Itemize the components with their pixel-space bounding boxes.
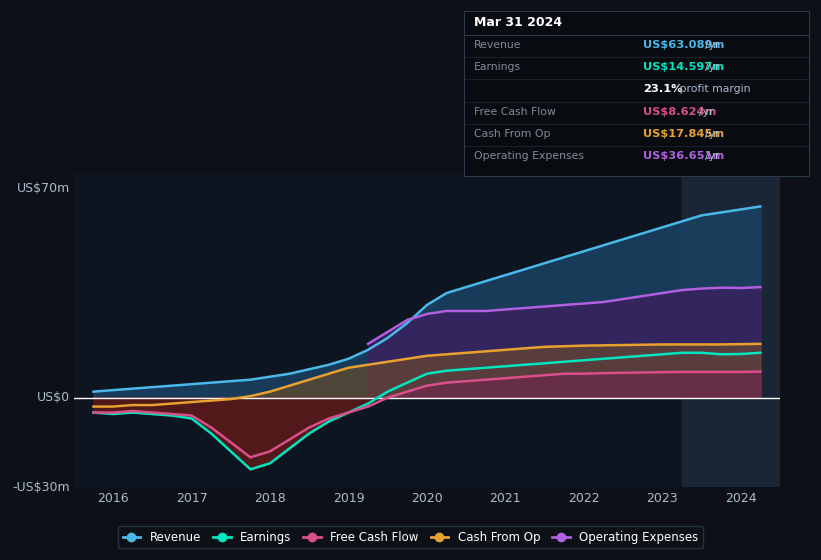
Text: US$70m: US$70m (17, 182, 71, 195)
Text: 23.1%: 23.1% (643, 85, 683, 94)
Text: US$8.624m: US$8.624m (643, 106, 717, 116)
Bar (682, 174, 780, 487)
Text: Operating Expenses: Operating Expenses (475, 151, 585, 161)
Text: US$36.651m: US$36.651m (643, 151, 724, 161)
Text: Cash From Op: Cash From Op (475, 129, 551, 139)
Text: Revenue: Revenue (475, 40, 521, 50)
Text: /yr: /yr (705, 40, 720, 50)
Text: /yr: /yr (705, 129, 720, 139)
Text: Mar 31 2024: Mar 31 2024 (475, 16, 562, 29)
Text: US$63.089m: US$63.089m (643, 40, 725, 50)
Legend: Revenue, Earnings, Free Cash Flow, Cash From Op, Operating Expenses: Revenue, Earnings, Free Cash Flow, Cash … (118, 526, 703, 548)
Text: /yr: /yr (705, 62, 720, 72)
Text: /yr: /yr (705, 151, 720, 161)
Text: /yr: /yr (699, 106, 714, 116)
Text: profit margin: profit margin (676, 85, 750, 94)
Text: US$14.597m: US$14.597m (643, 62, 724, 72)
Text: -US$30m: -US$30m (13, 480, 71, 494)
Text: US$0: US$0 (37, 391, 71, 404)
Text: US$17.845m: US$17.845m (643, 129, 724, 139)
Text: Earnings: Earnings (475, 62, 521, 72)
Text: Free Cash Flow: Free Cash Flow (475, 106, 556, 116)
